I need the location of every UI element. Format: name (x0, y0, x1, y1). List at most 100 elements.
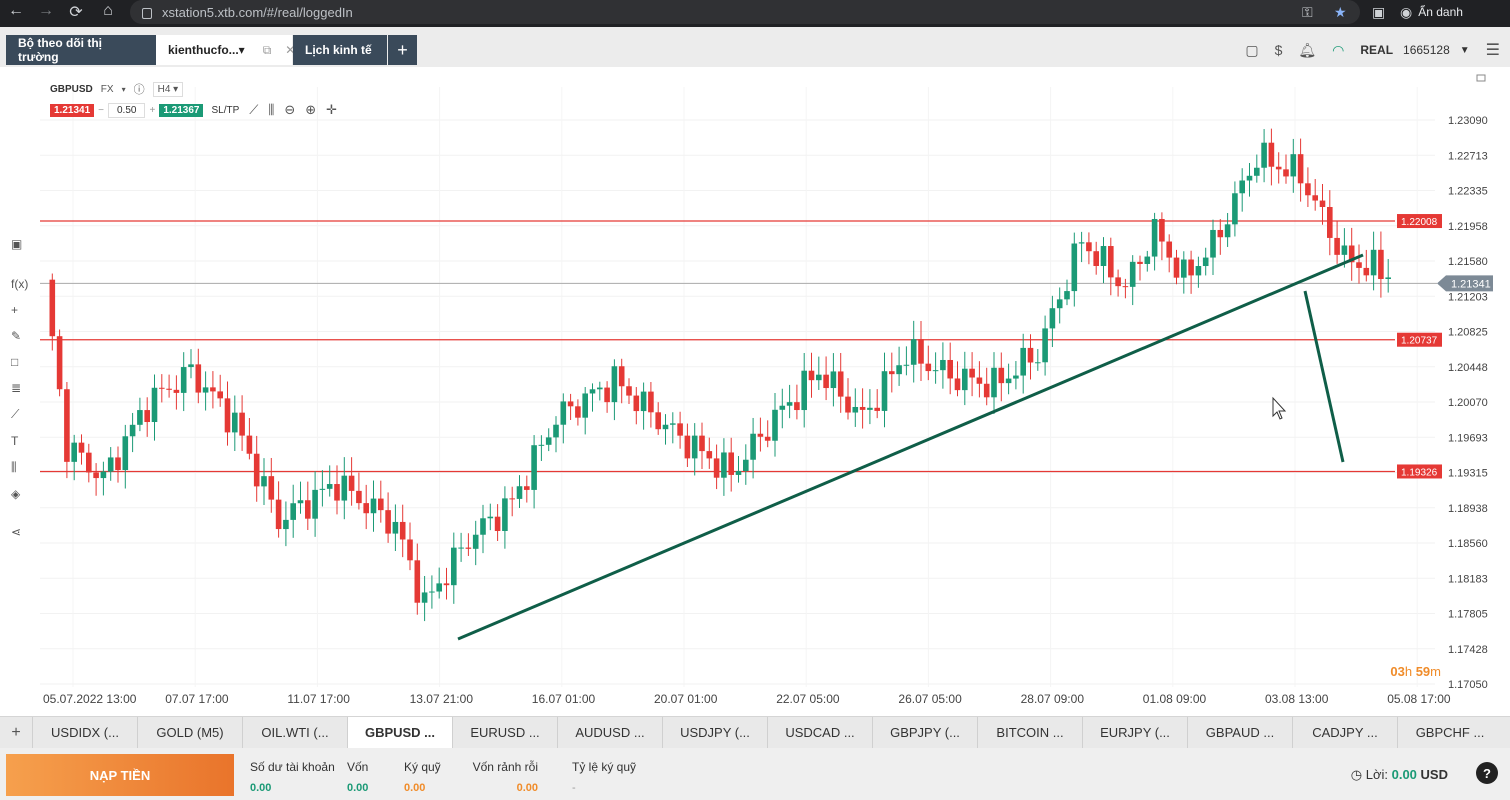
instrument-tab[interactable]: AUDUSD ... (557, 717, 662, 748)
zoom-in-icon[interactable]: ⊕ (305, 102, 317, 117)
candle-body (1275, 166, 1282, 170)
instrument-tab[interactable]: GOLD (M5) (137, 717, 242, 748)
instrument-tab[interactable]: GBPUSD ... (347, 717, 452, 748)
candle (786, 384, 793, 419)
candle-body (370, 498, 377, 514)
candle (312, 471, 318, 537)
zoom-out-icon[interactable]: ⊖ (284, 102, 296, 117)
crosshair-icon[interactable]: ✛ (326, 102, 338, 117)
candle-body (1159, 218, 1165, 242)
back-icon[interactable]: ← (8, 2, 24, 19)
layers-icon[interactable]: ◈ (11, 487, 21, 501)
candle (618, 358, 625, 404)
instrument-tab[interactable]: USDJPY (... (662, 717, 767, 748)
address-bar[interactable]: xstation5.xtb.com/#/real/loggedIn (130, 0, 1360, 24)
bookmark-star-icon[interactable]: ★ (1334, 3, 1347, 20)
candle (1239, 168, 1245, 212)
candle (122, 424, 129, 489)
stat-label: Ký quỹ (404, 760, 441, 774)
popout-icon[interactable]: ⧉ (262, 42, 272, 57)
instrument-tab[interactable]: USDIDX (... (32, 717, 137, 748)
bell-icon[interactable]: 🔔︎ (1298, 41, 1317, 58)
instrument-tab[interactable]: GBPJPY (... (872, 717, 977, 748)
candle-body (1188, 259, 1194, 276)
candle-body (538, 444, 545, 446)
sltp-button[interactable]: SL/TP (211, 104, 240, 116)
instrument-tab[interactable]: GBPAUD ... (1187, 717, 1292, 748)
candle (385, 492, 391, 543)
account-selector[interactable]: REAL 1665128 ▼ (1360, 43, 1469, 57)
account-number: 1665128 (1403, 43, 1450, 57)
instrument-tab[interactable]: GBPCHF ... (1397, 717, 1502, 748)
share-icon[interactable]: ⋖ (11, 525, 22, 539)
candle (545, 428, 552, 452)
tab-market-watch[interactable]: Bộ theo dõi thị trường (6, 35, 156, 65)
close-tab-icon[interactable]: ✕ (285, 43, 296, 57)
candles-icon[interactable]: ⫼ (11, 460, 17, 474)
instrument-tab[interactable]: USDCAD ... (767, 717, 872, 748)
level-tag: 1.22008 (1397, 214, 1442, 229)
help-button[interactable]: ? (1476, 762, 1498, 784)
add-tab-button[interactable]: + (388, 35, 417, 65)
candle-body (808, 370, 815, 381)
tab-chart-workspace[interactable]: kienthucfo...▾ ⧉ ✕ (156, 35, 296, 65)
line-chart-icon[interactable]: ⟋ (249, 102, 259, 117)
instrument-tab[interactable]: OIL.WTI (... (242, 717, 347, 748)
candle (1020, 333, 1026, 394)
info-icon[interactable]: ⓘ (133, 84, 145, 96)
decrease-volume-button[interactable]: − (98, 104, 104, 116)
text-icon[interactable]: T (11, 434, 19, 448)
chart-panel[interactable]: 1.22008 1.20737 1.19326 1.21341 1.23090 1.22… (5, 67, 1505, 715)
reload-icon[interactable]: ⟳ (69, 4, 83, 21)
increase-volume-button[interactable]: + (149, 104, 156, 116)
layout-icon[interactable]: ▢ (1245, 41, 1259, 58)
level-tag: 1.19326 (1397, 464, 1442, 479)
instrument-tab[interactable]: CADJPY ... (1292, 717, 1397, 748)
fibonacci-icon[interactable]: ≣ (11, 381, 22, 395)
candle-type-icon[interactable]: ⫼ (268, 102, 275, 117)
buy-price-button[interactable]: 1.21367 (159, 103, 204, 117)
candle (662, 414, 669, 445)
price-chart[interactable]: 1.22008 1.20737 1.19326 1.21341 1.23090 1.22… (5, 67, 1505, 715)
hamburger-menu-icon[interactable]: ☰ (1485, 42, 1500, 59)
candle-body (560, 401, 567, 425)
home-icon[interactable]: ⌂ (103, 2, 113, 19)
deposit-button[interactable]: NẠP TIỀN (6, 754, 234, 796)
sell-price-button[interactable]: 1.21341 (50, 103, 95, 117)
timeframe-select[interactable]: H4 ▾ (152, 81, 184, 97)
brush-icon[interactable]: ⟋ (11, 407, 20, 421)
forward-icon[interactable]: → (38, 2, 54, 19)
rectangle-icon[interactable]: □ (11, 355, 19, 369)
candle-body (1173, 257, 1180, 278)
key-icon[interactable]: ⚿ (1302, 3, 1313, 20)
incognito-avatar-icon[interactable]: ◉ (1400, 3, 1413, 20)
timer-hours-unit: h (1404, 664, 1413, 679)
candle-body (341, 475, 348, 501)
symbol-name[interactable]: GBPUSD (50, 83, 93, 95)
profile-name[interactable]: Ẩn danh (1418, 5, 1463, 19)
volume-input[interactable]: 0.50 (108, 102, 146, 118)
tab-economic-calendar[interactable]: Lịch kinh tế (293, 35, 387, 65)
instrument-tab[interactable]: BITCOIN ... (977, 717, 1082, 748)
chevron-down-icon[interactable]: ▾ (121, 84, 126, 94)
side-panel-icon[interactable]: ▣ (1372, 3, 1386, 20)
candle (144, 397, 150, 437)
candle-body (1056, 299, 1063, 309)
candle (64, 381, 70, 479)
candle-body (750, 433, 756, 460)
candle-body (670, 423, 676, 425)
profit-value: 0.00 (1391, 767, 1417, 782)
add-instrument-button[interactable]: + (11, 723, 21, 741)
stat-free-margin: Vốn rảnh rỗi 0.00 (473, 760, 538, 794)
pencil-icon[interactable]: ✎ (11, 329, 22, 343)
function-icon[interactable]: f(x) (11, 277, 29, 291)
candle (1275, 152, 1282, 184)
currency-icon[interactable]: $ (1274, 42, 1283, 58)
plus-icon[interactable]: + (11, 303, 19, 317)
candle-body (472, 534, 479, 549)
price-tick-label: 1.21958 (1448, 221, 1488, 233)
instrument-tab[interactable]: EURUSD ... (452, 717, 557, 748)
candle-body (1348, 245, 1355, 263)
instrument-tab[interactable]: EURJPY (... (1082, 717, 1187, 748)
screen-icon[interactable]: ▣ (11, 237, 23, 251)
